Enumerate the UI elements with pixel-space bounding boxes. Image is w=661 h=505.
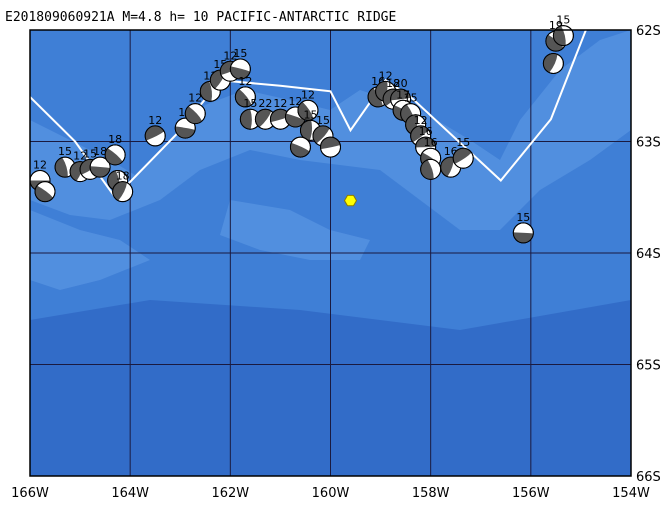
depth-label: 15 [456,136,470,149]
depth-label: 15 [233,47,247,60]
depth-label: 12 [379,69,393,82]
longitude-tick-label: 162W [211,486,249,501]
focal-mechanism-beachball: 15 [512,211,534,244]
focal-mechanism-beachball: 18 [112,170,134,203]
depth-label: 12 [414,114,428,127]
latitude-tick-label: 63S [636,136,661,151]
focal-mechanism-beachball: 18 [89,145,111,178]
longitude-tick-labels: 166W 164W 162W 160W 158W 156W 154W [11,486,650,501]
depth-label: 18 [386,77,400,90]
focal-mechanism-beachball: 12 [184,92,206,125]
depth-label: 22 [258,97,272,110]
latitude-tick-label: 62S [636,24,661,39]
depth-label: 16 [424,136,438,149]
longitude-tick-label: 166W [11,486,49,501]
longitude-tick-label: 158W [412,486,450,501]
depth-label: 18 [116,170,130,183]
depth-label: 12 [288,95,302,108]
latitude-tick-label: 65S [636,359,661,374]
focal-mechanism-beachball: 18 [104,133,126,166]
depth-label: 15 [303,108,317,121]
focal-mechanism-beachball: 15 [452,136,474,169]
latitude-tick-label: 64S [636,247,661,262]
depth-label: 12 [238,75,252,88]
focal-mechanism-beachball [289,136,311,158]
depth-label: 16 [419,125,433,138]
focal-mechanism-beachball: 12 [234,75,256,108]
focal-mechanism-beachball [542,52,564,74]
focal-mechanism-beachball [420,158,442,180]
latitude-tick-labels: 62S 63S 64S 65S 66S [636,24,661,485]
depth-label: 12 [273,97,287,110]
depth-label: 15 [404,92,418,105]
focal-mechanism-beachball: 22 [254,97,276,130]
depth-label: 15 [58,145,72,158]
map-frame [29,29,632,477]
depth-label: 12 [33,159,47,172]
focal-mechanism-beachball [34,181,56,203]
shallow-patch-west [30,210,150,290]
depth-label: 15 [316,114,330,127]
shallow-patch-center [220,200,370,260]
depth-label: 20 [394,77,408,90]
depth-label: 15 [556,14,570,27]
latitude-tick-label: 66S [636,470,661,485]
focal-mechanism-beachball: 15 [54,145,76,178]
longitude-tick-label: 164W [111,486,149,501]
focal-mechanism-beachball: 12 [297,88,319,121]
graticule [29,29,632,477]
depth-label: 17 [396,88,410,101]
focal-mechanism-beachball [320,136,341,158]
focal-mechanism-beachball: 16 [415,125,437,158]
depth-label: 12 [188,92,202,105]
depth-label: 15 [83,147,97,160]
depth-label: 12 [73,150,87,163]
focal-mechanisms: 1215121518181812141211151215121522121212… [29,14,574,244]
depth-label: 18 [108,133,122,146]
focal-mechanism-beachball: 15 [229,47,251,80]
longitude-tick-label: 160W [312,486,350,501]
focal-mechanism-beachball: 15 [239,97,261,130]
epicenter-hexagon-icon [343,194,358,207]
focal-mechanism-beachball: 12 [144,114,166,147]
depth-label: 15 [243,97,257,110]
longitude-tick-label: 156W [512,486,550,501]
depth-label: 18 [93,145,107,158]
depth-label: 12 [148,114,162,127]
depth-label: 12 [301,88,315,101]
longitude-tick-label: 154W [612,486,650,501]
depth-label: 15 [516,211,530,224]
depth-label: 12 [223,49,237,62]
map-title: E201809060921A M=4.8 h= 10 PACIFIC-ANTAR… [5,10,396,25]
